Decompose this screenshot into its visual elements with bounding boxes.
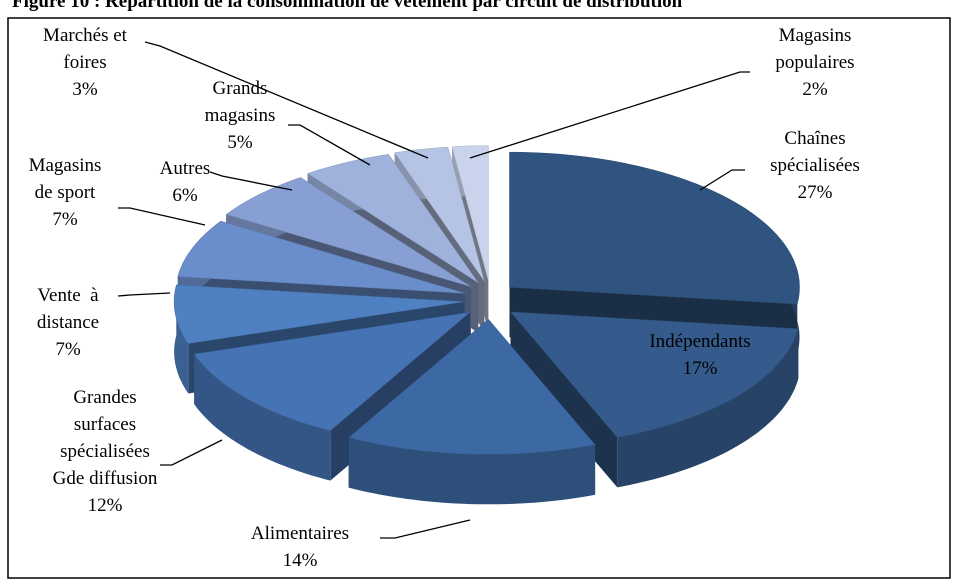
value-label: 3% <box>72 79 98 100</box>
slice <box>451 145 489 281</box>
leader-line <box>160 439 223 466</box>
category-label: Marchés et foires <box>43 25 127 73</box>
frame <box>7 17 951 579</box>
category-label: Indépendants <box>649 331 751 352</box>
slice-wall <box>348 437 596 505</box>
leader-line <box>118 207 206 226</box>
leader-line <box>209 171 293 191</box>
category-label: Magasins populaires <box>775 25 855 73</box>
slice-label: Magasins populaires 2% <box>775 22 854 103</box>
slice-label: Grandes surfaces spécialisées Gde diffus… <box>53 384 158 519</box>
slice-wall <box>174 284 189 394</box>
slice <box>348 318 596 455</box>
category-label: Magasins de sport <box>28 155 102 203</box>
value-label: 17% <box>682 358 718 379</box>
value-label: 14% <box>282 550 318 571</box>
slice-label: Grands magasins 5% <box>205 75 276 156</box>
category-label: Vente à distance <box>36 285 100 333</box>
leader-line <box>117 292 171 297</box>
slice <box>394 146 485 282</box>
category-label: Autres <box>159 158 211 179</box>
value-label: 12% <box>87 495 123 516</box>
leader-line <box>699 169 745 191</box>
slice-label: Indépendants 17% <box>649 328 750 382</box>
chart-title: Figure 10 : Répartition de la consommati… <box>12 0 683 12</box>
value-label: 6% <box>172 185 198 206</box>
value-label: 5% <box>227 132 253 153</box>
slice <box>509 151 800 305</box>
slice-wall <box>194 354 331 481</box>
value-label: 7% <box>52 209 78 230</box>
leader-line <box>144 41 429 159</box>
leader-line <box>469 71 750 159</box>
category-label: Chaînes spécialisées <box>770 128 860 176</box>
slice-label: Alimentaires 14% <box>251 520 349 574</box>
slice <box>307 154 479 283</box>
value-label: 2% <box>802 79 828 100</box>
leader-lines <box>117 41 750 539</box>
category-label: Alimentaires <box>250 523 350 544</box>
slice <box>509 311 799 438</box>
slice-label: Magasins de sport 7% <box>29 152 102 233</box>
value-label: 27% <box>797 182 833 203</box>
slice-label: Vente à distance 7% <box>37 282 99 363</box>
slice <box>177 220 466 294</box>
slice-label: Marchés et foires 3% <box>43 22 127 103</box>
pie <box>173 145 800 505</box>
slice <box>173 284 465 344</box>
value-label: 7% <box>55 339 81 360</box>
category-label: Grandes surfaces spécialisées Gde diffus… <box>52 387 158 489</box>
slice-wall <box>617 328 799 488</box>
category-label: Grands magasins <box>204 78 276 126</box>
slice <box>225 177 472 287</box>
leader-line <box>380 519 471 539</box>
slice <box>193 311 471 431</box>
leader-line <box>288 124 371 166</box>
slice-label: Autres 6% <box>160 155 211 209</box>
slice-label: Chaînes spécialisées 27% <box>770 125 860 206</box>
